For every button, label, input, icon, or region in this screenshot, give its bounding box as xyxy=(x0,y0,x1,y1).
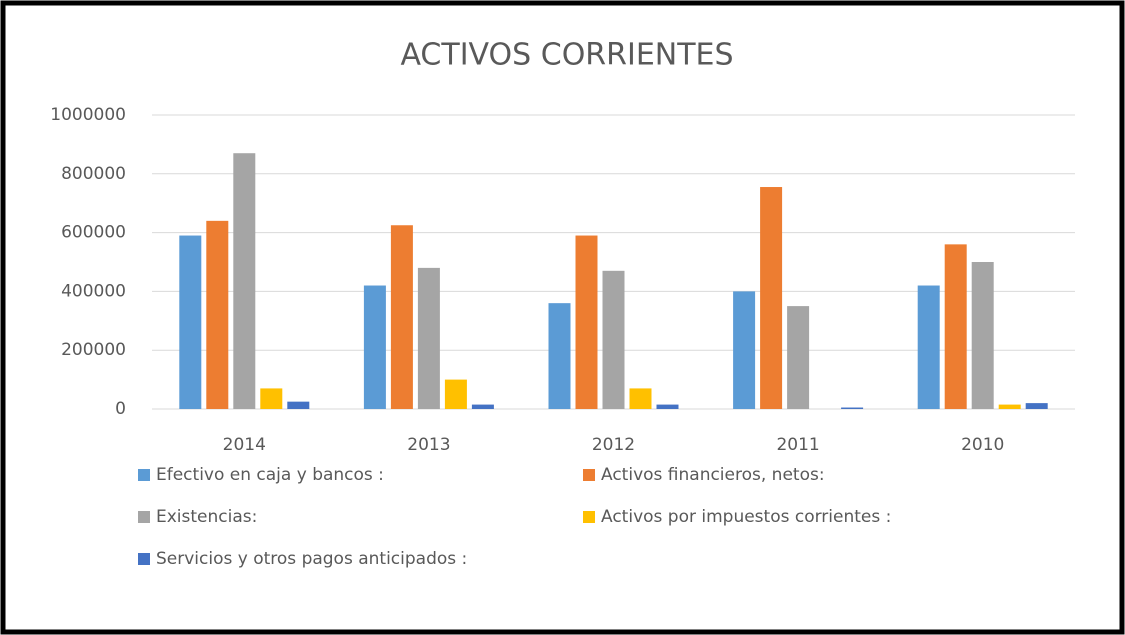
legend-swatch xyxy=(583,469,595,481)
y-tick-label: 400000 xyxy=(61,281,126,301)
x-tick-label: 2011 xyxy=(776,435,819,455)
legend-label: Servicios y otros pagos anticipados : xyxy=(156,549,467,569)
legend-swatch xyxy=(138,553,150,565)
y-tick-label: 0 xyxy=(115,399,126,419)
bar xyxy=(733,291,756,409)
x-tick-label: 2012 xyxy=(592,435,635,455)
bar xyxy=(471,404,494,409)
bar xyxy=(629,388,652,409)
bar xyxy=(260,388,283,409)
bar xyxy=(363,285,386,409)
bar xyxy=(287,401,310,409)
legend-swatch xyxy=(583,511,595,523)
chart-title: ACTIVOS CORRIENTES xyxy=(400,38,733,73)
y-tick-label: 1000000 xyxy=(50,105,126,125)
bar xyxy=(390,225,413,409)
bar xyxy=(602,270,625,409)
x-tick-label: 2010 xyxy=(961,435,1004,455)
bar xyxy=(917,285,940,409)
y-tick-label: 200000 xyxy=(61,340,126,360)
bar xyxy=(841,407,864,409)
bar xyxy=(233,153,256,409)
legend-swatch xyxy=(138,469,150,481)
bar xyxy=(1025,403,1048,409)
legend-label: Existencias: xyxy=(156,507,257,527)
legend-label: Activos por impuestos corrientes : xyxy=(601,507,891,527)
bar xyxy=(206,220,229,409)
legend-swatch xyxy=(138,511,150,523)
x-tick-label: 2014 xyxy=(223,435,266,455)
bar xyxy=(656,404,679,409)
bar xyxy=(971,262,994,409)
bar xyxy=(575,235,598,409)
bar xyxy=(417,267,440,409)
y-tick-label: 600000 xyxy=(61,223,126,243)
bar xyxy=(998,404,1021,409)
bar xyxy=(760,187,783,409)
bar xyxy=(444,379,467,409)
y-tick-label: 800000 xyxy=(61,164,126,184)
bar xyxy=(944,244,967,409)
bar xyxy=(179,235,202,409)
bar xyxy=(787,306,810,409)
bar xyxy=(548,303,571,409)
x-tick-label: 2013 xyxy=(407,435,450,455)
legend-label: Efectivo en caja y bancos : xyxy=(156,465,384,485)
legend-label: Activos financieros, netos: xyxy=(601,465,825,485)
